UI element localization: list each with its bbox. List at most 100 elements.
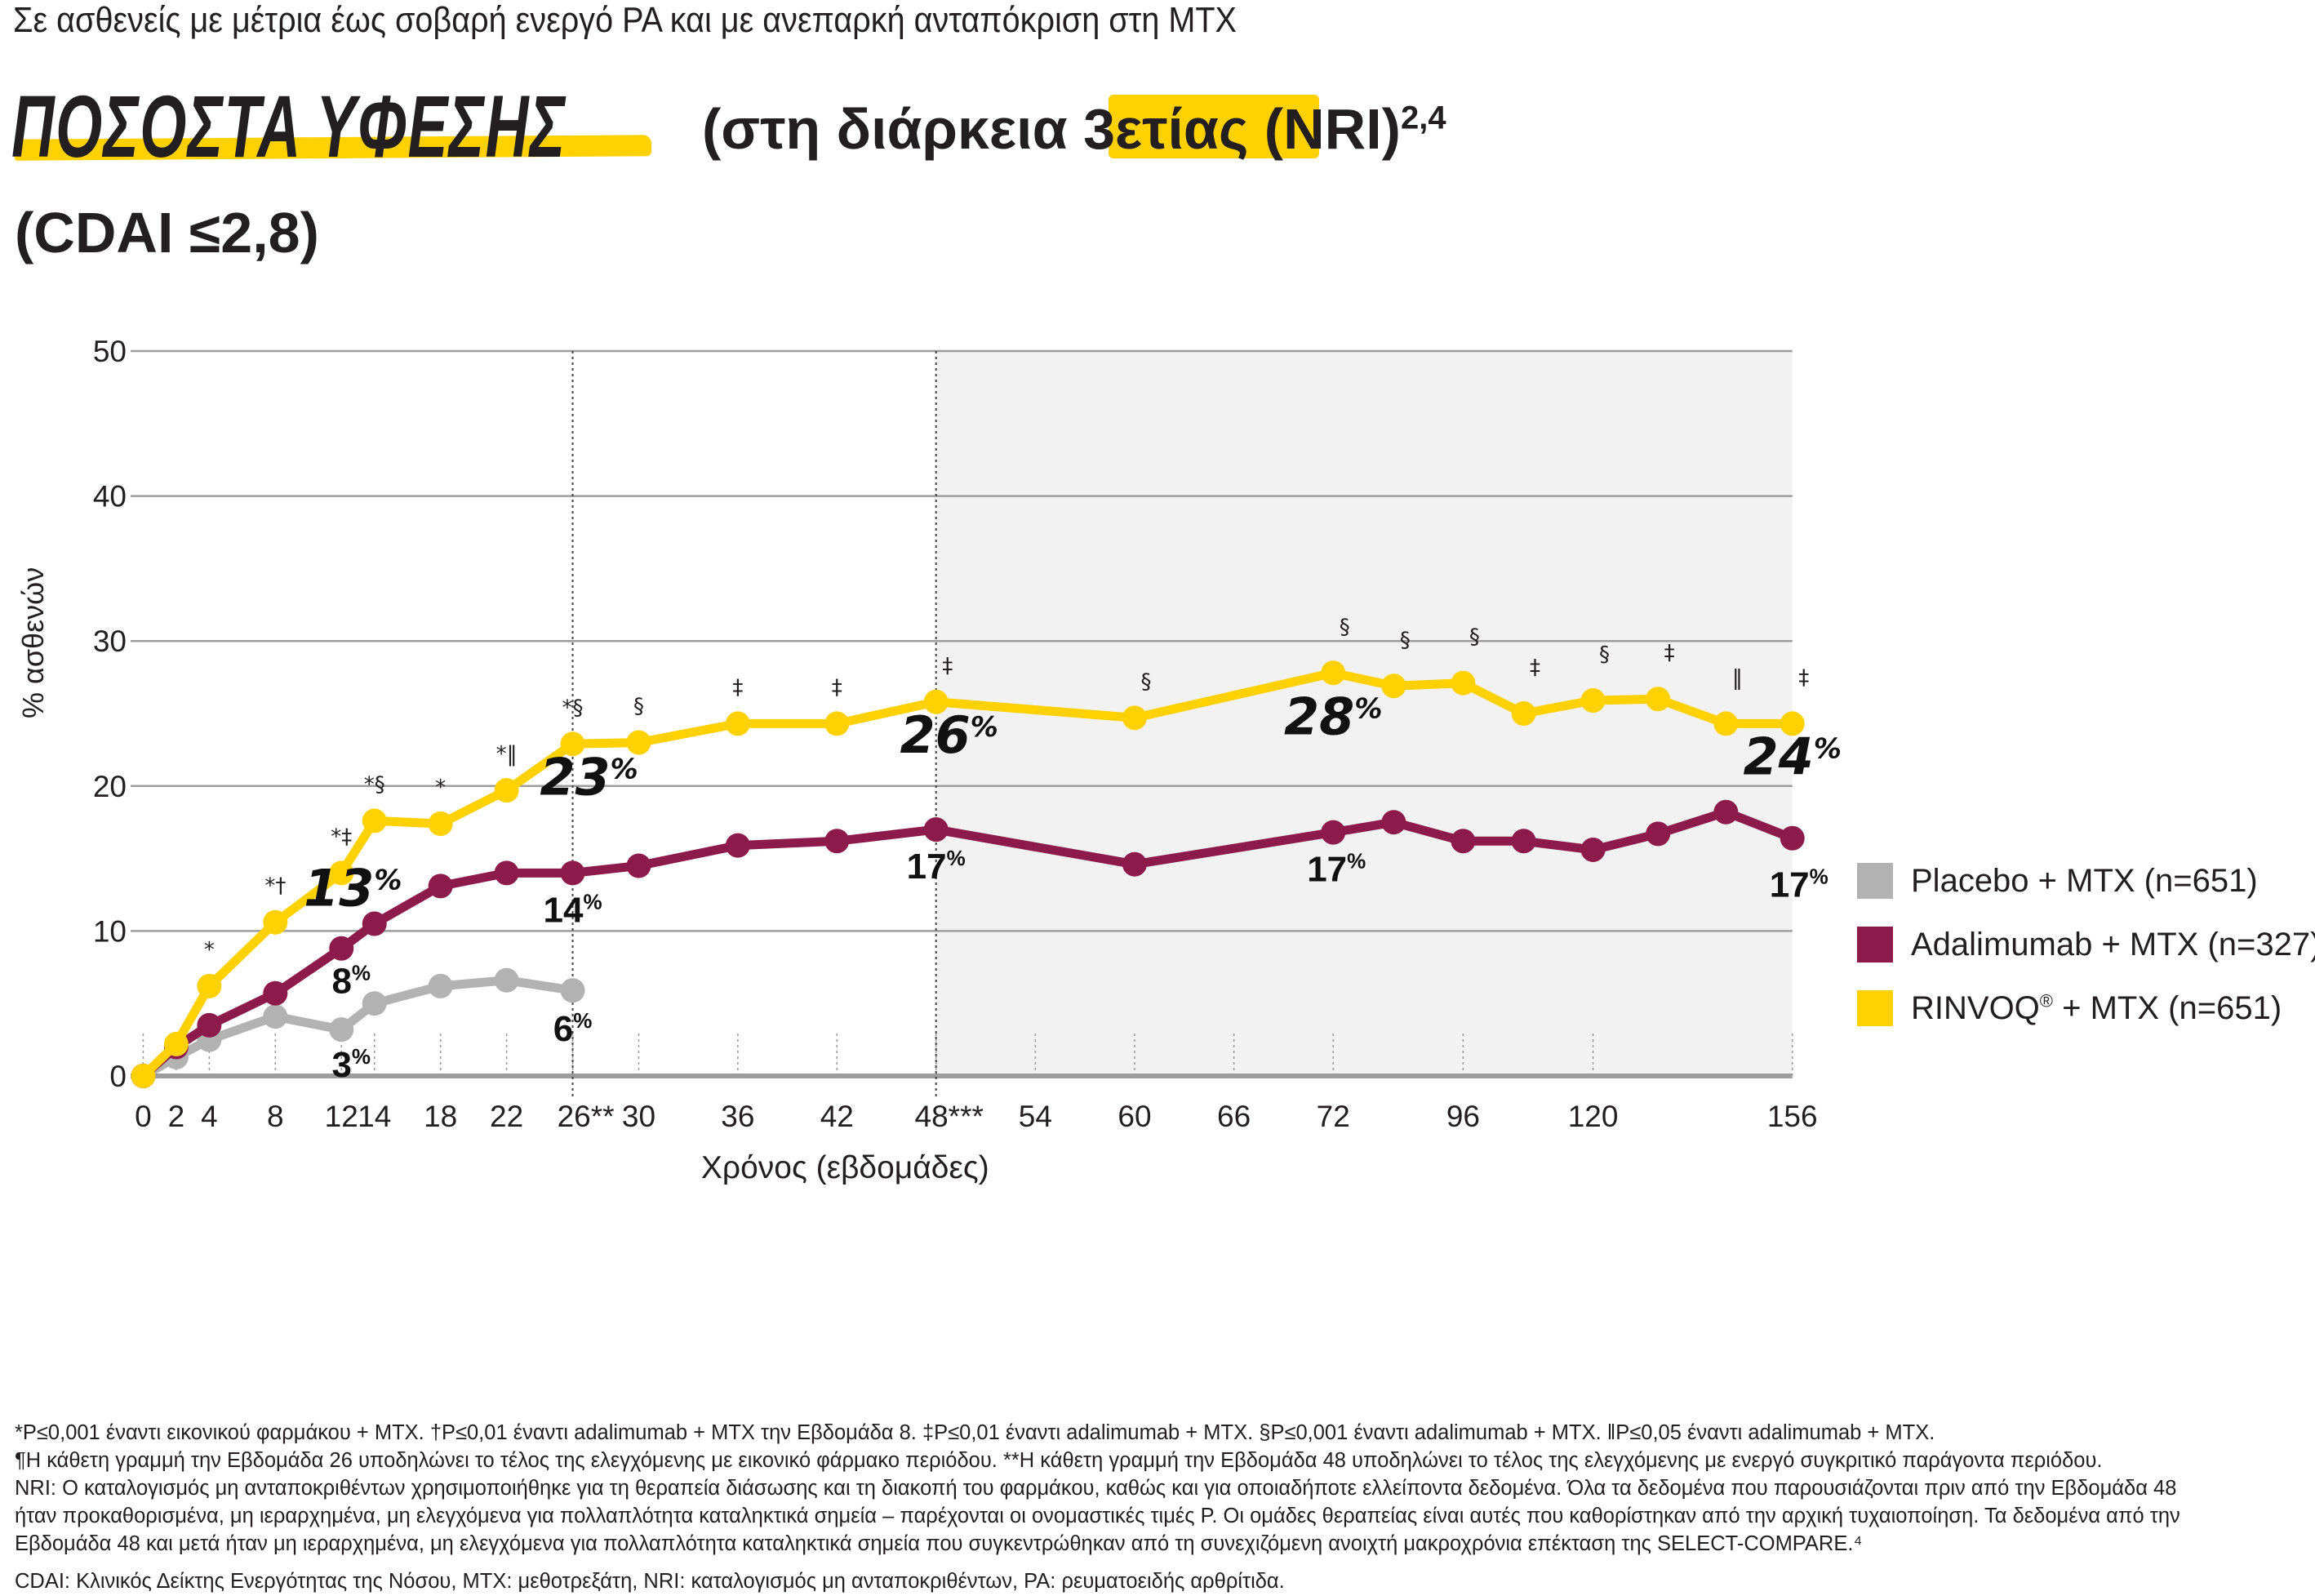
legend-label-adalimumab: Adalimumab + MTX (n=327)	[1911, 926, 2315, 962]
x-axis-label: Χρόνος (εβδομάδες)	[701, 1150, 989, 1185]
data-point-rinvoq	[560, 731, 585, 757]
legend-swatch-rinvoq	[1857, 990, 1893, 1026]
legend-label-rinvoq: RINVOQ® + MTX (n=651)	[1911, 990, 2282, 1027]
data-point-adalimumab	[1780, 825, 1805, 851]
footnote-significance: *P≤0,001 έναντι εικονικού φαρμάκου + MTX…	[15, 1421, 1935, 1444]
legend: Placebo + MTX (n=651) Adalimumab + MTX (…	[1857, 849, 2315, 1040]
significance-marker: *	[435, 776, 446, 800]
data-point-placebo	[362, 991, 387, 1016]
significance-marker: *§	[364, 772, 385, 797]
x-tick-label: 8	[267, 1100, 284, 1133]
footnotes: *P≤0,001 έναντι εικονικού φαρμάκου + MTX…	[15, 1419, 2308, 1595]
significance-marker: §	[1140, 669, 1151, 694]
y-tick-label: 30	[93, 625, 127, 658]
legend-item-adalimumab: Adalimumab + MTX (n=327)	[1857, 913, 2315, 976]
significance-marker: §	[633, 695, 644, 719]
data-point-rinvoq	[725, 711, 750, 736]
data-point-adalimumab	[362, 911, 387, 936]
title-highlight-box	[1109, 95, 1319, 158]
data-point-rinvoq	[923, 689, 949, 714]
title-open: (στη διάρκεια	[702, 97, 1084, 161]
footnote-nri-1: NRI: Ο καταλογισμός μη ανταποκριθέντων χ…	[15, 1477, 2177, 1500]
page-title: ΠΟΣΟΣΤΑ ΥΦΕΣΗΣ	[11, 77, 567, 176]
data-point-placebo	[494, 967, 519, 993]
data-label-adalimumab: 14%	[544, 889, 602, 930]
data-label-placebo: 3%	[331, 1044, 371, 1085]
x-tick-label: 36	[721, 1100, 754, 1133]
significance-marker: ‡	[1530, 656, 1540, 680]
footnote-nri-2: ήταν προκαθορισμένα, μη ιεραρχημένα, μη …	[15, 1505, 2180, 1527]
title-close: (NRI)	[1248, 97, 1401, 161]
data-label-rinvoq: 28%	[1284, 687, 1382, 746]
significance-marker: ‡	[1798, 665, 1809, 690]
x-tick-label: 0	[135, 1100, 152, 1133]
x-tick-label: 12	[325, 1100, 358, 1133]
footnote-nri-3: Εβδομάδα 48 και μετά ήταν μη ιεραρχημένα…	[15, 1532, 1863, 1555]
data-point-rinvoq	[1122, 705, 1147, 731]
data-point-rinvoq	[1780, 711, 1805, 736]
x-tick-label: 156	[1767, 1100, 1818, 1133]
data-point-adalimumab	[1321, 820, 1346, 845]
legend-label-rinvoq-name: RINVOQ	[1911, 989, 2040, 1026]
x-tick-label: 2	[168, 1100, 185, 1133]
data-label-rinvoq: 26%	[900, 705, 998, 765]
significance-marker: ‡	[942, 654, 953, 678]
legend-item-rinvoq: RINVOQ® + MTX (n=651)	[1857, 976, 2315, 1040]
legend-label-rinvoq-rest: + MTX (n=651)	[2053, 989, 2282, 1026]
legend-label-placebo: Placebo + MTX (n=651)	[1911, 862, 2258, 899]
series-line-rinvoq	[140, 668, 1793, 1079]
data-point-placebo	[428, 973, 453, 998]
data-point-adalimumab	[560, 860, 585, 886]
title-qualifier: (στη διάρκεια 3ετίας (NRI)2,4	[702, 96, 1446, 162]
data-point-adalimumab	[1451, 829, 1476, 854]
x-tick-label: 48***	[915, 1100, 984, 1133]
data-point-rinvoq	[197, 973, 222, 998]
data-point-rinvoq	[1713, 711, 1739, 736]
data-point-adalimumab	[1122, 851, 1147, 877]
data-point-adalimumab	[824, 829, 850, 854]
data-point-adalimumab	[197, 1012, 222, 1038]
x-tick-label: 72	[1317, 1100, 1350, 1133]
significance-marker: *	[204, 938, 215, 962]
data-point-rinvoq	[1381, 674, 1406, 699]
data-point-adalimumab	[1713, 799, 1739, 825]
data-point-rinvoq	[1646, 687, 1671, 712]
significance-marker: §	[1469, 625, 1480, 650]
x-tick-label: 22	[490, 1100, 523, 1133]
significance-marker: ‡	[732, 675, 743, 700]
data-label-rinvoq: 13%	[304, 858, 402, 918]
legend-label-rinvoq-mark: ®	[2039, 990, 2054, 1011]
data-point-rinvoq	[824, 711, 850, 736]
x-tick-label: 30	[622, 1100, 655, 1133]
data-point-adalimumab	[1511, 829, 1536, 854]
data-point-adalimumab	[626, 853, 651, 878]
data-point-rinvoq	[131, 1064, 156, 1088]
y-tick-label: 20	[93, 770, 127, 803]
significance-marker: ‡	[1664, 641, 1675, 665]
data-label-placebo: 6%	[553, 1008, 593, 1049]
data-point-adalimumab	[428, 874, 453, 899]
data-label-adalimumab: 17%	[1770, 865, 1828, 905]
data-point-rinvoq	[626, 730, 651, 755]
significance-marker: §	[1400, 628, 1411, 652]
x-tick-label: 26**	[558, 1100, 615, 1133]
data-point-placebo	[263, 1004, 288, 1029]
legend-item-placebo: Placebo + MTX (n=651)	[1857, 849, 2315, 913]
x-tick-label: 4	[201, 1100, 218, 1133]
title-cdai: (CDAI ≤2,8)	[15, 201, 319, 265]
data-label-adalimumab: 8%	[331, 961, 371, 1002]
data-point-placebo	[329, 1017, 354, 1043]
y-tick-label: 10	[93, 914, 127, 948]
y-tick-label: 50	[93, 335, 127, 368]
x-tick-label: 96	[1446, 1100, 1480, 1133]
legend-swatch-placebo	[1857, 863, 1893, 899]
data-point-adalimumab	[329, 936, 354, 961]
significance-marker: *‡	[331, 825, 352, 849]
significance-marker: ‖	[1732, 665, 1743, 690]
footnote-abbreviations: CDAI: Κλινικός Δείκτης Ενεργότητας της Ν…	[15, 1570, 1285, 1593]
significance-marker: *‖	[496, 742, 518, 767]
x-tick-label: 60	[1118, 1100, 1151, 1133]
data-point-adalimumab	[263, 980, 288, 1006]
title-refs: 2,4	[1400, 100, 1446, 136]
